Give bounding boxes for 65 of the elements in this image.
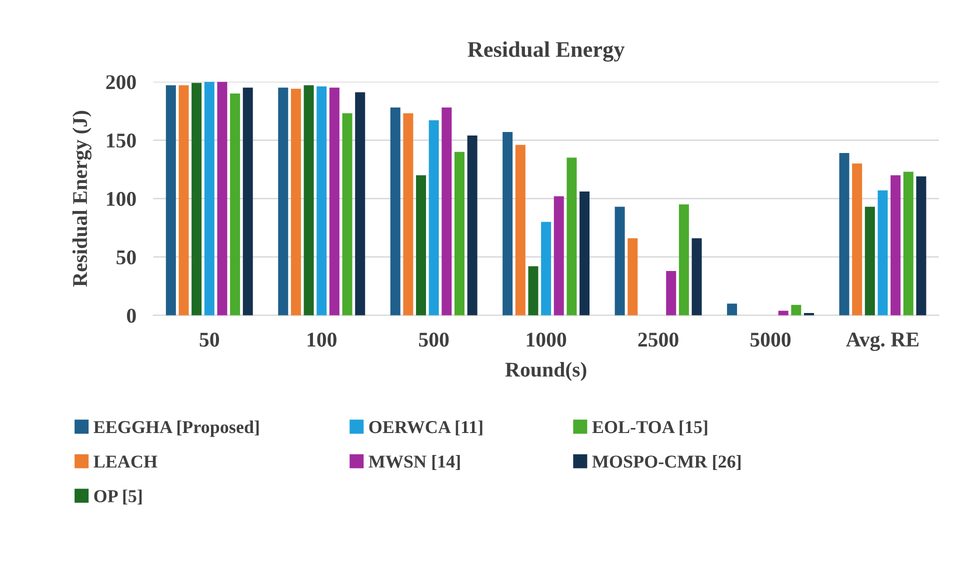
bar bbox=[502, 132, 513, 316]
bar bbox=[554, 196, 564, 316]
legend-label: OP [5] bbox=[94, 490, 142, 505]
bar bbox=[442, 107, 452, 316]
bar bbox=[166, 85, 176, 316]
bar bbox=[614, 206, 625, 316]
legend-label: MOSPO-CMR [26] bbox=[592, 455, 741, 470]
x-tick-label: 5000 bbox=[750, 332, 791, 347]
bar bbox=[864, 206, 875, 316]
bar bbox=[467, 135, 478, 316]
bar bbox=[566, 158, 577, 316]
bar bbox=[428, 120, 439, 316]
x-tick-label: 2500 bbox=[638, 332, 678, 347]
bar bbox=[403, 113, 414, 316]
bar bbox=[839, 153, 850, 316]
bar bbox=[852, 164, 862, 316]
bar bbox=[304, 85, 314, 316]
bar bbox=[791, 304, 802, 316]
bar bbox=[878, 190, 888, 316]
x-tick-label: 50 bbox=[200, 332, 220, 347]
bar bbox=[916, 176, 926, 316]
y-tick-label: 50 bbox=[116, 250, 136, 264]
bar bbox=[628, 238, 638, 316]
x-axis-title: Round(s) bbox=[505, 362, 586, 381]
bar bbox=[329, 88, 340, 316]
x-tick-label: 1000 bbox=[526, 332, 566, 347]
bar bbox=[515, 144, 526, 316]
x-tick-label: Avg. RE bbox=[846, 332, 919, 351]
y-tick-label: 0 bbox=[126, 308, 136, 323]
bar bbox=[903, 172, 914, 316]
bar bbox=[290, 88, 301, 316]
bar bbox=[678, 204, 689, 316]
y-tick-label: 100 bbox=[107, 192, 136, 206]
bar bbox=[727, 304, 738, 316]
bar bbox=[666, 270, 676, 316]
bar bbox=[355, 92, 366, 316]
bar bbox=[192, 82, 202, 316]
bar bbox=[580, 192, 590, 316]
bar bbox=[528, 266, 538, 316]
legend-label: OERWCA [11] bbox=[369, 420, 482, 436]
y-axis-title: Residual Energy (J) bbox=[72, 110, 92, 287]
legend-label: LEACH bbox=[94, 456, 158, 468]
y-tick-label: 150 bbox=[107, 134, 136, 148]
bar bbox=[454, 152, 464, 316]
x-tick-label: 100 bbox=[308, 332, 336, 347]
bar bbox=[342, 113, 352, 316]
legend-label: EOL-TOA [15] bbox=[592, 420, 708, 436]
bar bbox=[390, 107, 400, 316]
bar bbox=[778, 310, 788, 316]
bar bbox=[217, 82, 228, 316]
bar bbox=[692, 238, 702, 316]
x-tick-label: 500 bbox=[419, 332, 449, 347]
bar bbox=[230, 93, 240, 316]
chart-title: Residual Energy bbox=[468, 41, 625, 62]
bar bbox=[278, 88, 288, 316]
bar bbox=[204, 82, 214, 316]
bar bbox=[242, 88, 253, 316]
bar bbox=[416, 175, 426, 316]
legend-label: EEGGHA [Proposed] bbox=[94, 420, 259, 437]
bar bbox=[541, 222, 552, 316]
bar bbox=[316, 86, 327, 316]
legend-label: MWSN [14] bbox=[368, 455, 460, 470]
bar bbox=[890, 175, 901, 316]
y-tick-label: 200 bbox=[106, 75, 136, 90]
bar bbox=[178, 85, 189, 316]
